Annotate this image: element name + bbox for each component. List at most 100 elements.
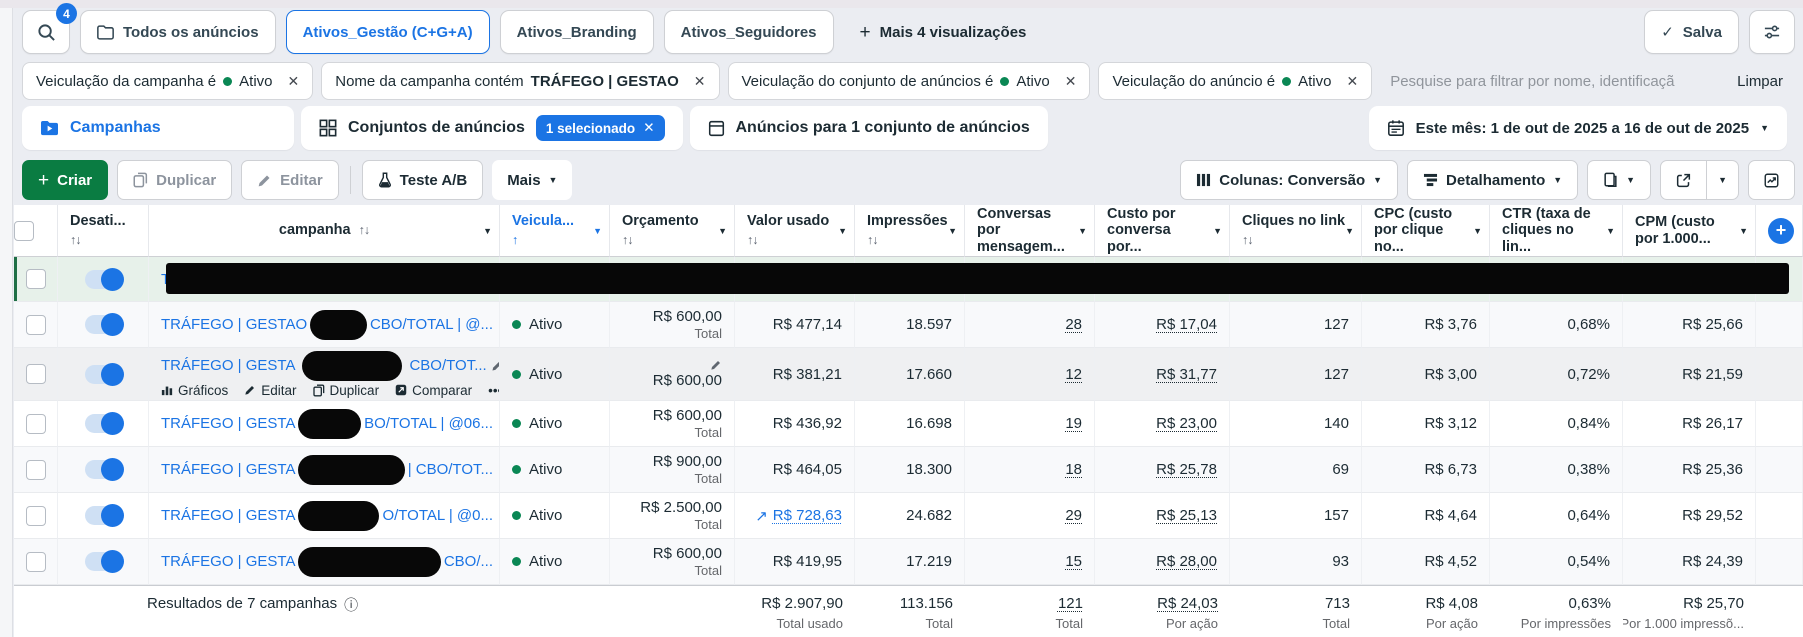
create-button[interactable]: + Criar <box>22 160 109 200</box>
rename-pencil-icon[interactable] <box>491 359 499 372</box>
metric-link[interactable]: 28 <box>1065 316 1082 333</box>
sort-icon[interactable]: ↑↓ <box>1242 233 1253 248</box>
campaign-name-link[interactable]: BO/TOTAL | @06... <box>364 415 493 432</box>
campaign-name-link[interactable]: TRÁFEGO | GESTAO <box>161 316 308 333</box>
column-header-valor-usado[interactable]: Valor usado ↑↓ ▼ <box>735 205 855 257</box>
more-views-button[interactable]: + Mais 4 visualizações <box>859 21 1027 43</box>
campaign-name-link[interactable]: CBO/TOT... <box>409 357 487 374</box>
chart-button[interactable] <box>1748 160 1795 200</box>
campaign-toggle[interactable] <box>84 362 124 386</box>
row-checkbox[interactable] <box>25 314 46 335</box>
filter-caret-icon[interactable]: ▼ <box>593 225 602 236</box>
view-tab-ativos-gestao[interactable]: Ativos_Gestão (C+G+A) <box>285 10 490 54</box>
filter-caret-icon[interactable]: ▼ <box>1473 225 1482 236</box>
view-tab-ativos-seguidores[interactable]: Ativos_Seguidores <box>663 10 834 54</box>
info-icon[interactable]: ⓘ <box>344 597 359 613</box>
filter-caret-icon[interactable]: ▼ <box>718 225 727 236</box>
metric-link[interactable]: R$ 24,03 <box>1157 595 1218 612</box>
campaign-name-link[interactable]: T <box>161 271 170 288</box>
campaign-toggle[interactable] <box>84 504 124 527</box>
date-range-picker[interactable]: Este mês: 1 de out de 2025 a 16 de out d… <box>1368 106 1787 150</box>
more-actions-icon[interactable]: ••• <box>488 382 499 398</box>
filter-pill-campaign-name[interactable]: Nome da campanha contém TRÁFEGO | GESTAO… <box>321 62 720 100</box>
metric-link[interactable]: 18 <box>1065 461 1082 478</box>
export-button[interactable] <box>1660 160 1708 200</box>
tab-adsets[interactable]: Conjuntos de anúncios 1 selecionado ✕ <box>301 106 683 150</box>
close-icon[interactable]: ✕ <box>1064 72 1077 89</box>
spend-limit-link[interactable]: ↗ R$ 728,63 <box>755 507 842 525</box>
campaign-name-link[interactable]: TRÁFEGO | GESTA <box>161 507 296 524</box>
column-header-cpm[interactable]: CPM (custo por 1.000... ▼ <box>1623 205 1756 257</box>
metric-link[interactable]: R$ 31,77 <box>1156 365 1217 383</box>
edit-action[interactable]: Editar <box>244 383 297 398</box>
metric-link[interactable]: R$ 17,04 <box>1156 316 1217 333</box>
campaign-name-link[interactable]: TRÁFEGO | GESTA <box>161 415 296 432</box>
column-header-impressoes[interactable]: Impressões ↑↓ ▼ <box>855 205 965 257</box>
campaign-name-link[interactable]: TRÁFEGO | GESTA <box>161 357 296 374</box>
column-header-cpc[interactable]: CPC (custo por clique no... ▼ <box>1362 205 1490 257</box>
breakdown-button[interactable]: Detalhamento ▼ <box>1407 160 1579 200</box>
search-button[interactable]: 4 <box>22 3 77 54</box>
column-header-campanha[interactable]: campanha ↑↓ ▼ <box>149 205 500 257</box>
sort-icon[interactable]: ↑↓ <box>622 233 633 248</box>
sort-asc-icon[interactable]: ↑ <box>512 233 518 248</box>
edit-button[interactable]: Editar <box>241 160 339 200</box>
compare-action[interactable]: Comparar <box>395 383 472 398</box>
campaign-name-link[interactable]: TRÁFEGO | GESTA <box>161 461 296 478</box>
campaign-name-link[interactable]: TRÁFEGO | GESTA <box>161 553 296 570</box>
metric-link[interactable]: R$ 25,78 <box>1156 461 1217 478</box>
campaign-toggle[interactable] <box>84 313 124 336</box>
view-tab-ativos-branding[interactable]: Ativos_Branding <box>499 10 654 54</box>
close-icon[interactable]: ✕ <box>693 72 706 89</box>
row-checkbox[interactable] <box>25 413 46 434</box>
row-checkbox[interactable] <box>25 364 46 384</box>
filter-caret-icon[interactable]: ▼ <box>1739 225 1748 236</box>
filter-caret-icon[interactable]: ▼ <box>948 225 957 236</box>
close-icon[interactable]: ✕ <box>287 72 300 89</box>
column-header-veiculacao[interactable]: Veicula... ↑ ▼ <box>500 205 610 257</box>
campaign-name-link[interactable]: | CBO/TOT... <box>407 461 493 478</box>
close-icon[interactable]: ✕ <box>643 120 655 135</box>
metric-link[interactable]: 121 <box>1057 595 1083 612</box>
row-checkbox[interactable] <box>25 505 46 526</box>
edit-budget-pencil-icon[interactable] <box>710 359 722 371</box>
metric-link[interactable]: 19 <box>1065 415 1082 432</box>
campaign-name-link[interactable]: CBO/TOTAL | @... <box>369 316 493 333</box>
column-header-desativar[interactable]: Desati... ↑↓ <box>58 205 149 257</box>
campaign-toggle[interactable] <box>84 550 124 573</box>
filter-pill-ad-delivery[interactable]: Veiculação do anúncio é Ativo ✕ <box>1098 62 1373 100</box>
filter-caret-icon[interactable]: ▼ <box>1345 225 1354 236</box>
sort-icon[interactable]: ↑↓ <box>867 233 878 248</box>
ab-test-button[interactable]: Teste A/B <box>361 160 484 200</box>
metric-link[interactable]: R$ 28,00 <box>1156 553 1217 570</box>
row-checkbox[interactable] <box>25 459 46 480</box>
charts-action[interactable]: Gráficos <box>161 383 228 398</box>
filter-caret-icon[interactable]: ▼ <box>838 225 847 236</box>
add-column-button[interactable]: + <box>1768 217 1794 244</box>
column-header-ctr[interactable]: CTR (taxa de cliques no lin... ▼ <box>1490 205 1623 257</box>
filter-caret-icon[interactable]: ▼ <box>1213 225 1222 236</box>
campaign-toggle[interactable] <box>84 412 124 435</box>
select-all-checkbox[interactable] <box>14 220 34 241</box>
sort-icon[interactable]: ↑↓ <box>747 233 758 248</box>
columns-button[interactable]: Colunas: Conversão ▼ <box>1180 160 1399 200</box>
campaign-toggle[interactable] <box>84 267 124 291</box>
filter-caret-icon[interactable]: ▼ <box>483 225 492 236</box>
reports-button[interactable]: ▼ <box>1587 160 1652 200</box>
filter-caret-icon[interactable]: ▼ <box>1606 225 1615 236</box>
column-header-orcamento[interactable]: Orçamento ↑↓ ▼ <box>610 205 735 257</box>
sort-icon[interactable]: ↑↓ <box>358 223 370 238</box>
export-options-button[interactable]: ▼ <box>1707 160 1739 200</box>
metric-link[interactable]: 15 <box>1065 553 1082 570</box>
view-settings-button[interactable] <box>1749 10 1795 54</box>
metric-link[interactable]: R$ 23,00 <box>1156 415 1217 432</box>
duplicate-button[interactable]: Duplicar <box>117 160 233 200</box>
sort-icon[interactable]: ↑↓ <box>70 233 81 248</box>
column-header-cliques[interactable]: Cliques no link ↑↓ ▼ <box>1230 205 1362 257</box>
metric-link[interactable]: R$ 25,13 <box>1156 507 1217 524</box>
close-icon[interactable]: ✕ <box>1346 72 1359 89</box>
filter-pill-campaign-delivery[interactable]: Veiculação da campanha é Ativo ✕ <box>22 62 314 100</box>
row-checkbox[interactable] <box>25 551 46 572</box>
metric-link[interactable]: 29 <box>1065 507 1082 524</box>
more-actions-button[interactable]: Mais ▼ <box>492 160 573 200</box>
